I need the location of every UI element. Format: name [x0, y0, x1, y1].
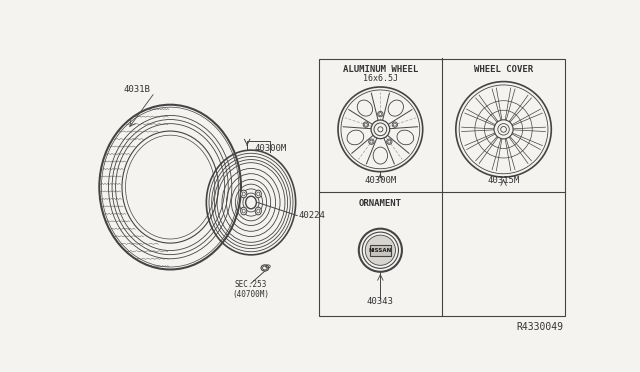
- Ellipse shape: [261, 265, 269, 271]
- Text: WHEEL COVER: WHEEL COVER: [474, 65, 533, 74]
- Circle shape: [369, 139, 374, 144]
- Ellipse shape: [373, 147, 388, 164]
- Text: SEC.253
(40700M): SEC.253 (40700M): [232, 280, 269, 299]
- Circle shape: [359, 229, 402, 272]
- Polygon shape: [492, 88, 502, 121]
- Text: 40224: 40224: [299, 211, 326, 220]
- Circle shape: [392, 122, 397, 127]
- Bar: [369, 245, 391, 256]
- Ellipse shape: [347, 130, 364, 145]
- Text: 40315M: 40315M: [488, 176, 520, 185]
- Ellipse shape: [241, 207, 247, 215]
- Polygon shape: [509, 136, 531, 164]
- Ellipse shape: [357, 100, 372, 116]
- Circle shape: [374, 123, 387, 136]
- Bar: [319, 58, 565, 316]
- Polygon shape: [511, 109, 542, 126]
- Text: 16x6.5J: 16x6.5J: [363, 74, 398, 83]
- Ellipse shape: [255, 190, 261, 198]
- Ellipse shape: [397, 130, 413, 145]
- Ellipse shape: [246, 196, 257, 209]
- Polygon shape: [511, 133, 542, 150]
- Polygon shape: [492, 138, 502, 171]
- Text: ALUMINUM WHEEL: ALUMINUM WHEEL: [343, 65, 418, 74]
- Polygon shape: [509, 95, 531, 123]
- Text: 4031B: 4031B: [124, 85, 150, 94]
- Text: 40300M: 40300M: [364, 176, 397, 185]
- Polygon shape: [505, 88, 515, 121]
- Polygon shape: [476, 136, 499, 164]
- Circle shape: [456, 81, 551, 177]
- Polygon shape: [476, 95, 499, 123]
- Ellipse shape: [255, 207, 261, 215]
- Circle shape: [371, 120, 390, 139]
- Circle shape: [378, 111, 383, 117]
- Text: 40300M: 40300M: [254, 144, 286, 153]
- Circle shape: [387, 139, 392, 144]
- Circle shape: [494, 120, 513, 139]
- Circle shape: [362, 232, 399, 268]
- Text: R4330049: R4330049: [516, 322, 564, 332]
- Circle shape: [365, 235, 396, 265]
- Polygon shape: [505, 138, 515, 171]
- Text: 40343: 40343: [367, 297, 394, 306]
- Polygon shape: [512, 127, 545, 132]
- Text: ORNAMENT: ORNAMENT: [359, 199, 402, 208]
- Polygon shape: [461, 127, 495, 132]
- Ellipse shape: [241, 190, 247, 198]
- Polygon shape: [465, 109, 496, 126]
- Circle shape: [363, 122, 369, 127]
- Text: NISSAN: NISSAN: [369, 248, 392, 253]
- Ellipse shape: [388, 100, 403, 116]
- Polygon shape: [465, 133, 496, 150]
- Circle shape: [338, 87, 422, 172]
